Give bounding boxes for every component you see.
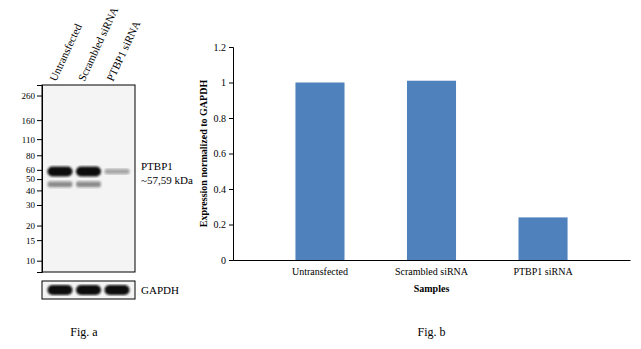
- marker-tick-label: 20: [26, 221, 36, 231]
- x-tick-label: Untransfected: [292, 266, 348, 277]
- loading-control-bands: [47, 285, 129, 295]
- loading-control-label: GAPDH: [141, 284, 179, 296]
- band: [104, 169, 129, 174]
- caption: Fig. a: [70, 325, 98, 339]
- y-tick: 0.4: [214, 184, 234, 195]
- y-tick-mark: [229, 154, 233, 155]
- x-tick-label: Scrambled siRNA: [395, 266, 469, 277]
- loading-control-frame: [42, 281, 135, 299]
- blot-frame: [42, 85, 135, 272]
- marker-tick: 80: [26, 151, 42, 161]
- x-tick: Untransfected: [292, 260, 348, 277]
- marker-tick-mark: [37, 261, 42, 262]
- bar: [518, 217, 567, 260]
- marker-axis: 2601601108060504030201510: [22, 86, 43, 273]
- y-tick: 0.6: [214, 148, 234, 159]
- band: [47, 183, 72, 188]
- y-tick: 1.2: [214, 42, 234, 53]
- bar: [407, 81, 456, 260]
- marker-tick-label: 160: [22, 116, 36, 126]
- marker-tick-mark: [37, 139, 42, 140]
- band-size-label: ~57,59 kDa: [141, 174, 193, 186]
- y-tick-mark: [229, 83, 233, 84]
- y-tick-mark: [229, 118, 233, 119]
- marker-tick-mark: [37, 96, 42, 97]
- marker-tick: 15: [26, 236, 42, 246]
- x-tick: PTBP1 siRNA: [513, 260, 573, 277]
- x-axis: Untransfected Scrambled siRNA PTBP1 siRNA: [234, 260, 631, 277]
- marker-tick: 160: [22, 116, 43, 126]
- marker-tick: 20: [26, 221, 42, 231]
- loading-band: [76, 285, 101, 295]
- y-tick-mark: [229, 189, 233, 190]
- y-axis-title: Expression normalized to GAPDH: [198, 80, 209, 228]
- marker-tick-label: 40: [26, 186, 36, 196]
- figure: 2601601108060504030201510UntransfectedSc…: [0, 0, 641, 349]
- y-tick-mark: [229, 47, 233, 48]
- y-tick: 0: [221, 255, 233, 266]
- marker-tick-mark: [37, 226, 42, 227]
- y-tick-label: 1.2: [214, 42, 227, 53]
- band-label: PTBP1: [141, 160, 173, 172]
- y-tick-label: 0: [221, 255, 226, 266]
- marker-tick-label: 15: [26, 236, 36, 246]
- y-tick-label: 1: [221, 77, 226, 88]
- marker-tick: 10: [26, 256, 42, 266]
- x-axis-title: Samples: [414, 283, 450, 294]
- marker-tick-label: 10: [26, 256, 36, 266]
- marker-axis-line: [37, 86, 43, 273]
- y-axis: 0 0.2 0.4 0.6 0.8 1 1.2: [214, 42, 234, 266]
- x-tick-label: PTBP1 siRNA: [513, 266, 573, 277]
- marker-tick-mark: [37, 155, 42, 156]
- bars: [295, 81, 567, 260]
- marker-tick-mark: [37, 190, 42, 191]
- band: [76, 167, 101, 177]
- band: [104, 184, 129, 187]
- marker-tick-label: 50: [26, 174, 36, 184]
- y-tick-label: 0.6: [214, 148, 227, 159]
- loading-band: [47, 285, 72, 295]
- y-tick-label: 0.2: [214, 219, 227, 230]
- bar-panel: 0 0.2 0.4 0.6 0.8 1 1.2 Untransfected Scrambled …: [198, 42, 631, 339]
- y-tick-mark: [229, 225, 233, 226]
- marker-tick: 30: [26, 200, 42, 210]
- marker-tick-label: 80: [26, 151, 36, 161]
- marker-tick: 260: [22, 91, 43, 101]
- marker-tick: 40: [26, 186, 42, 196]
- y-tick: 1: [221, 77, 233, 88]
- y-tick-label: 0.4: [214, 184, 227, 195]
- marker-tick: 50: [26, 174, 42, 184]
- blot-panel: 2601601108060504030201510UntransfectedSc…: [22, 5, 193, 339]
- bar: [295, 83, 344, 261]
- x-axis-line: [234, 260, 631, 261]
- marker-tick-mark: [37, 170, 42, 171]
- lane-label: PTBP1 siRNA: [104, 19, 142, 83]
- y-axis-line: [229, 48, 234, 261]
- caption: Fig. b: [417, 325, 445, 339]
- loading-band: [104, 285, 129, 295]
- y-tick-mark: [229, 260, 233, 261]
- band: [76, 183, 101, 188]
- marker-tick-mark: [37, 120, 42, 121]
- blot-bands: [47, 167, 129, 188]
- band: [47, 167, 72, 177]
- y-tick: 0.8: [214, 113, 234, 124]
- marker-tick-mark: [37, 240, 42, 241]
- marker-tick-label: 30: [26, 200, 36, 210]
- marker-tick-label: 260: [22, 91, 36, 101]
- y-tick: 0.2: [214, 219, 234, 230]
- marker-tick-mark: [37, 205, 42, 206]
- x-tick: Scrambled siRNA: [395, 260, 469, 277]
- marker-tick: 110: [22, 135, 42, 145]
- y-tick-label: 0.8: [214, 113, 227, 124]
- band: [104, 182, 129, 185]
- marker-tick-label: 110: [22, 135, 36, 145]
- marker-tick-mark: [37, 179, 42, 180]
